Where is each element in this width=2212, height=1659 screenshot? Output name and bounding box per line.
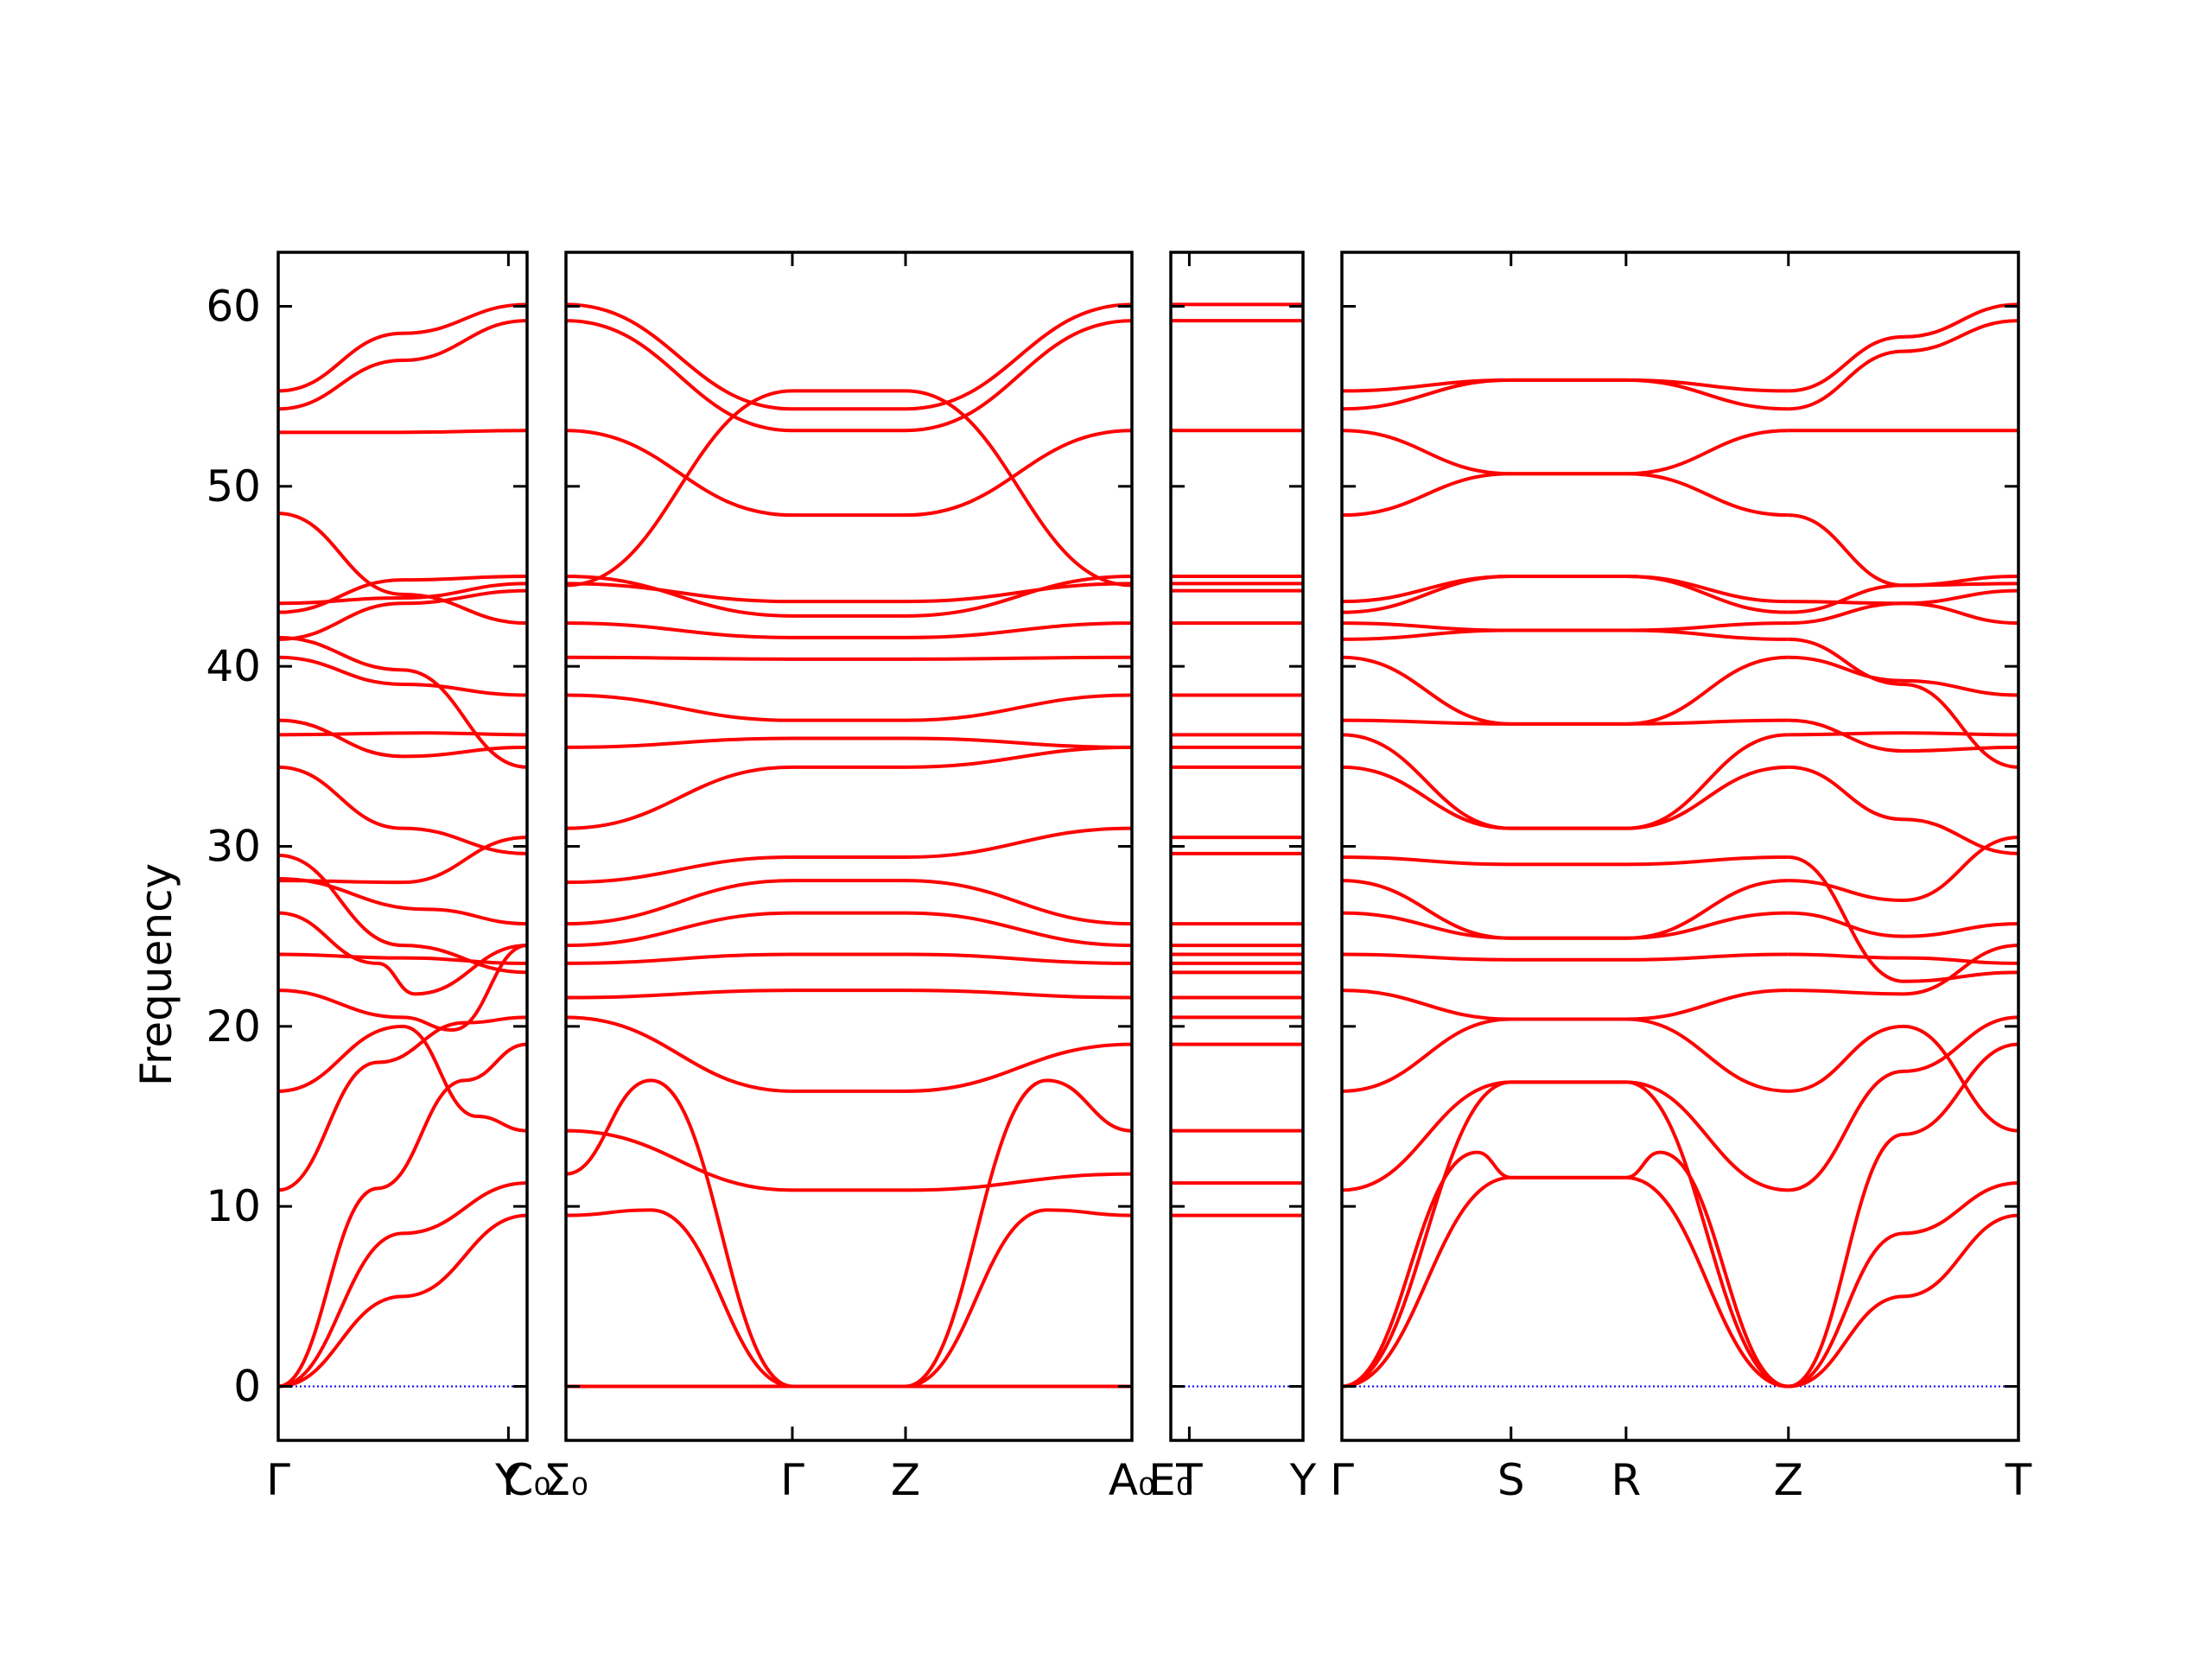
band-line <box>565 911 1133 948</box>
band-line <box>1788 731 2019 737</box>
x-tick-label: Γ <box>780 1455 804 1505</box>
band-line <box>565 582 1133 604</box>
band-line <box>277 575 528 614</box>
band-line <box>1788 637 2019 769</box>
x-tick-label: Γ <box>1330 1455 1354 1505</box>
band-line <box>277 1024 528 1133</box>
y-tick-label: 0 <box>233 1362 261 1412</box>
band-line <box>565 575 1133 618</box>
band-line <box>277 635 528 769</box>
band-line <box>1341 429 1789 476</box>
band-line <box>1788 319 2019 411</box>
band-line <box>1341 574 1789 604</box>
band-line <box>1788 513 2019 588</box>
band-line <box>1341 733 1789 830</box>
x-tick-label: T <box>1175 1455 1203 1505</box>
band-line <box>1788 1042 2019 1389</box>
band-line <box>277 952 528 965</box>
x-tick-label: Γ <box>266 1455 290 1505</box>
band-line <box>1788 765 2019 855</box>
x-tick-label: T <box>2005 1455 2032 1505</box>
band-line <box>1788 1213 2019 1389</box>
y-tick-label: 30 <box>206 822 261 872</box>
band-line <box>1341 1080 1789 1192</box>
band-line <box>277 731 528 737</box>
y-tick-label: 10 <box>206 1181 261 1231</box>
band-line <box>565 1015 1133 1093</box>
band-line <box>1788 952 2019 965</box>
band-line <box>565 429 1133 518</box>
band-line <box>1788 655 2019 697</box>
band-line <box>1341 879 1789 940</box>
x-tick-label: C₀ <box>504 1455 551 1505</box>
band-line <box>1341 1150 1789 1389</box>
band-line <box>565 952 1133 965</box>
band-line <box>277 718 528 759</box>
band-line <box>1341 855 1789 867</box>
band-line <box>565 879 1133 926</box>
band-line <box>1788 944 2019 996</box>
band-line <box>1788 302 2019 393</box>
band-line <box>565 1078 1133 1389</box>
x-tick-label: Σ₀ <box>543 1455 588 1505</box>
band-line <box>1341 655 1789 726</box>
x-tick-label: A₀ <box>1109 1455 1155 1505</box>
band-line <box>1788 855 2019 983</box>
band-line <box>277 853 528 975</box>
band-line <box>565 745 1133 830</box>
x-tick-label: E₀ <box>1148 1455 1193 1505</box>
band-line <box>277 512 528 626</box>
x-tick-label: Z <box>1774 1455 1803 1505</box>
band-line <box>1788 600 2019 626</box>
y-tick-label: 50 <box>206 461 261 512</box>
y-axis-label: Frequency <box>131 863 181 1086</box>
band-line <box>565 988 1133 1000</box>
band-line <box>277 319 528 411</box>
band-line <box>277 582 528 606</box>
x-tick-label: S <box>1497 1455 1525 1505</box>
band-line <box>565 621 1133 639</box>
band-line <box>1341 952 1789 962</box>
band-line <box>565 1128 1133 1192</box>
band-line <box>565 302 1133 411</box>
band-line <box>1788 1024 2019 1133</box>
band-line <box>1788 911 2019 938</box>
band-line <box>565 826 1133 885</box>
band-line <box>1341 378 1789 393</box>
band-line <box>565 693 1133 722</box>
x-tick-label: R <box>1611 1455 1641 1505</box>
band-line <box>1341 621 1789 632</box>
band-line <box>1341 988 1789 1021</box>
band-lines-layer <box>277 302 2019 1389</box>
band-line <box>278 429 528 435</box>
band-line <box>565 736 1133 749</box>
tick-marks-layer <box>276 252 2020 1440</box>
band-line <box>277 765 528 855</box>
band-line <box>277 944 528 1032</box>
band-line <box>277 655 528 697</box>
x-tick-label: Z <box>891 1455 920 1505</box>
x-tick-label: Y <box>1289 1455 1317 1505</box>
band-line <box>565 319 1133 433</box>
y-tick-label: 40 <box>206 641 261 691</box>
y-tick-label: 60 <box>206 282 261 332</box>
band-line <box>277 1181 528 1389</box>
band-line <box>565 389 1133 588</box>
band-line <box>565 655 1133 661</box>
x-tick-label: Y <box>494 1455 522 1505</box>
band-line <box>277 877 528 926</box>
y-tick-label: 20 <box>206 1001 261 1052</box>
band-line <box>277 1213 528 1389</box>
band-line <box>1788 1015 2019 1192</box>
band-line <box>277 1015 528 1192</box>
band-line <box>1788 1181 2019 1389</box>
band-line <box>277 1042 528 1389</box>
band-line <box>277 588 528 641</box>
band-line <box>277 302 528 393</box>
